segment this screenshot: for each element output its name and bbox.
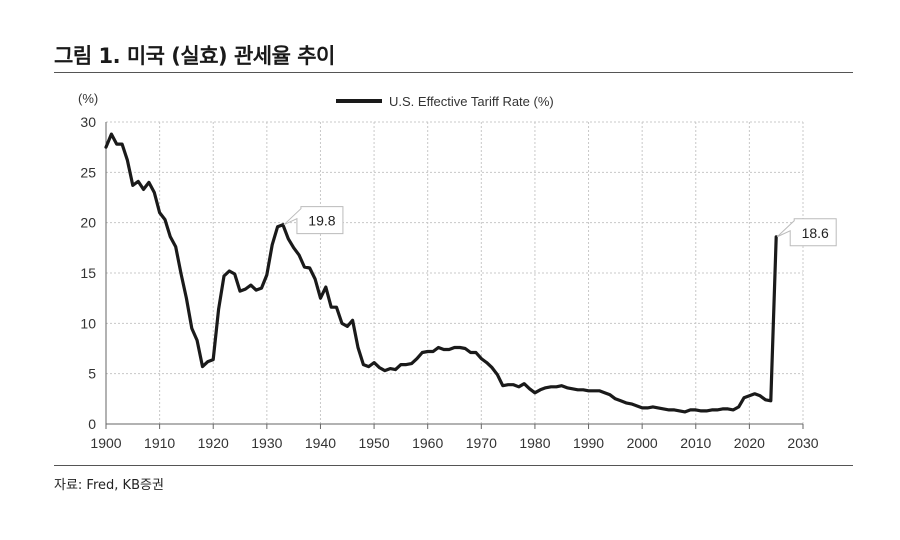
callout-label-0: 19.8 xyxy=(308,213,335,229)
x-tick-label-1940: 1940 xyxy=(305,435,336,451)
y-tick-label-30: 30 xyxy=(80,114,96,130)
legend-label: U.S. Effective Tariff Rate (%) xyxy=(389,94,554,109)
x-tick-label-2000: 2000 xyxy=(627,435,658,451)
x-tick-label-1900: 1900 xyxy=(90,435,121,451)
y-axis-unit-label: (%) xyxy=(78,91,98,106)
x-tick-label-1990: 1990 xyxy=(573,435,604,451)
y-tick-label-5: 5 xyxy=(88,366,96,382)
y-tick-label-20: 20 xyxy=(80,215,96,231)
x-tick-label-1930: 1930 xyxy=(251,435,282,451)
series-line-tariff-rate xyxy=(104,132,778,414)
y-tick-label-15: 15 xyxy=(80,265,96,281)
annotations: 19.8 18.6 xyxy=(283,206,837,247)
figure-title: 그림 1. 미국 (실효) 관세율 추이 xyxy=(54,44,335,68)
x-tick-label-2030: 2030 xyxy=(787,435,818,451)
y-tick-label-25: 25 xyxy=(80,164,96,180)
axes xyxy=(105,122,804,429)
top-divider xyxy=(54,72,853,73)
x-tick-label-2010: 2010 xyxy=(680,435,711,451)
x-tick-label-1910: 1910 xyxy=(144,435,175,451)
grid-lines xyxy=(106,121,804,424)
source-note: 자료: Fred, KB증권 xyxy=(54,478,164,493)
callout-label-1: 18.6 xyxy=(802,225,829,241)
x-tick-labels: 1900 1910 1920 1930 1940 1950 1960 1970 1980 1990… xyxy=(90,435,818,451)
x-tick-label-1970: 1970 xyxy=(466,435,497,451)
x-tick-label-1980: 1980 xyxy=(519,435,550,451)
y-tick-label-10: 10 xyxy=(80,315,96,331)
x-tick-label-1920: 1920 xyxy=(198,435,229,451)
callout-box-1 xyxy=(776,218,837,247)
x-tick-label-1960: 1960 xyxy=(412,435,443,451)
x-tick-label-1950: 1950 xyxy=(358,435,389,451)
x-tick-label-2020: 2020 xyxy=(734,435,765,451)
callout-box-0 xyxy=(283,206,344,235)
bottom-divider xyxy=(54,465,853,466)
legend: U.S. Effective Tariff Rate (%) xyxy=(336,94,554,109)
y-tick-labels: 0 5 10 15 20 25 30 xyxy=(80,114,96,432)
y-tick-label-0: 0 xyxy=(88,416,96,432)
